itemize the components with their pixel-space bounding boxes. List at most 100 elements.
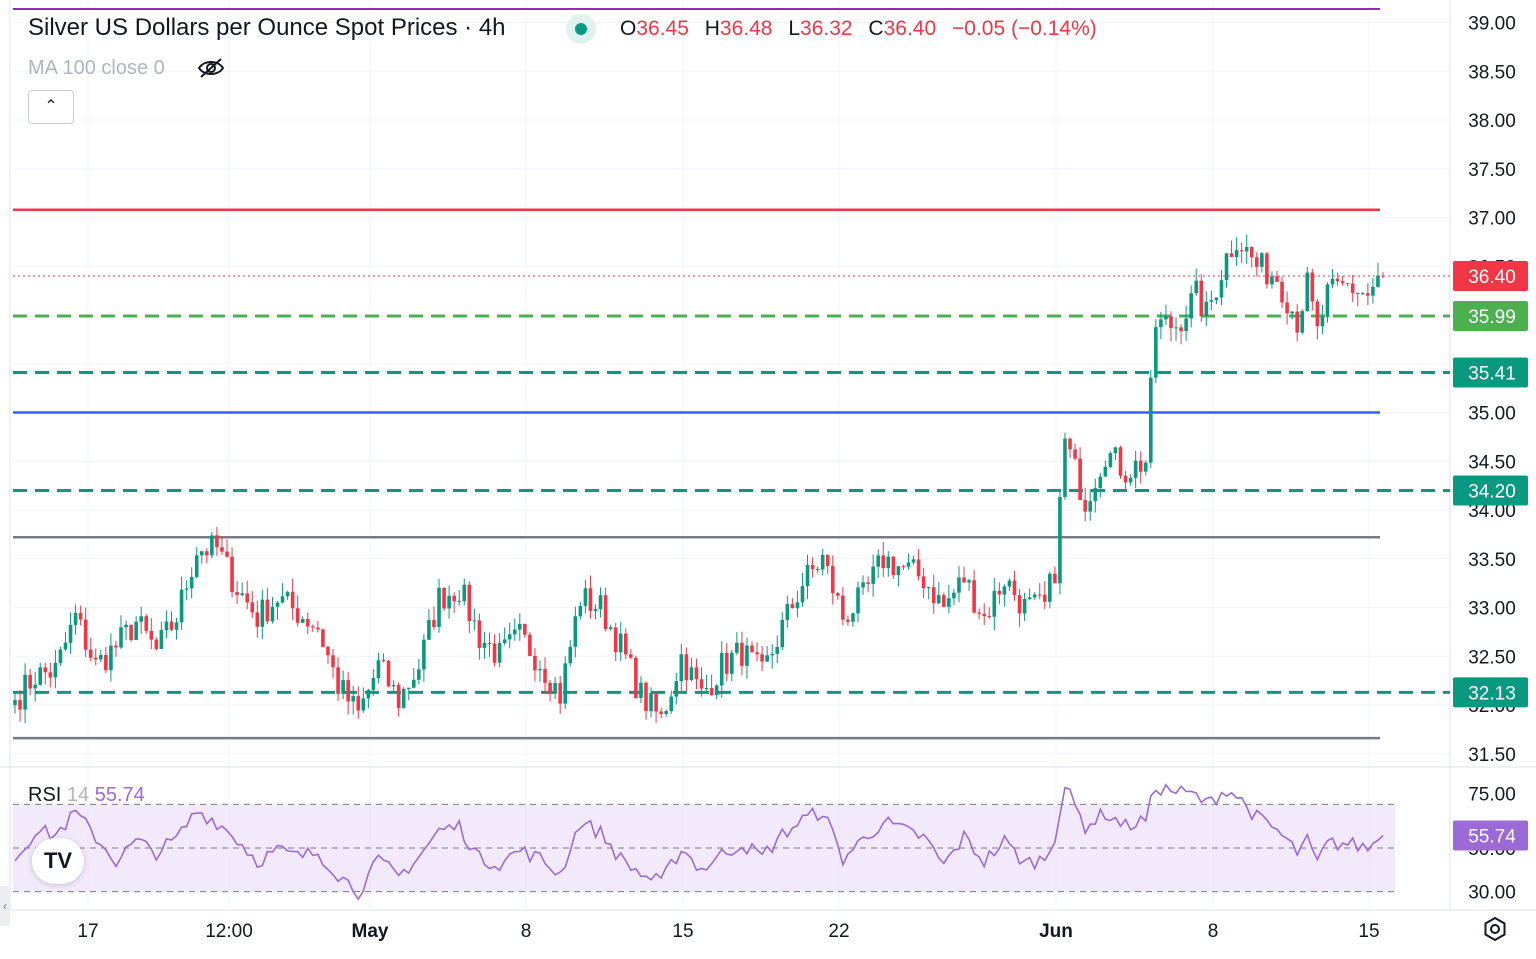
candle-body	[174, 622, 179, 630]
candle-body	[735, 642, 739, 653]
level-price-tag-bg	[1453, 677, 1528, 708]
time-tick-label: 22	[828, 921, 849, 942]
last-price-tag: 36.40	[1453, 261, 1528, 291]
candle	[386, 659, 391, 688]
candle-body	[260, 599, 265, 627]
candle-body	[1118, 447, 1123, 476]
candle-body	[159, 629, 164, 649]
candle	[836, 591, 840, 600]
candle-body	[1330, 278, 1335, 285]
candle	[1376, 262, 1380, 288]
candle	[305, 612, 310, 635]
candle-body	[644, 682, 648, 712]
candle-body	[851, 613, 855, 622]
price-tick-label: 35.00	[1468, 404, 1516, 425]
candle	[613, 622, 618, 661]
candle-body	[366, 689, 371, 699]
candle	[553, 676, 557, 700]
candle-body	[856, 587, 860, 614]
price-axis: 31.5032.0032.5033.0033.5034.0034.5035.00…	[1468, 14, 1516, 904]
candle-body	[704, 687, 709, 689]
candle-body	[992, 590, 997, 617]
chevron-left-icon[interactable]: ‹	[0, 886, 10, 926]
open-label: O	[620, 17, 637, 40]
candle-body	[795, 602, 800, 609]
candle-body	[154, 639, 159, 649]
candle-body	[270, 606, 275, 622]
candle-body	[588, 588, 593, 611]
time-tick-label: 15	[672, 921, 693, 942]
candle-body	[1189, 293, 1193, 319]
candle	[99, 649, 103, 663]
candle-body	[1310, 272, 1315, 302]
candle	[199, 550, 204, 564]
candle-body	[205, 551, 209, 556]
candle	[1154, 319, 1158, 384]
candle-body	[659, 711, 663, 715]
candle-body	[694, 667, 699, 680]
time-tick-label: May	[352, 921, 389, 942]
candle-body	[1078, 458, 1082, 501]
candle	[235, 581, 239, 605]
candle	[1305, 267, 1310, 312]
candle-body	[568, 646, 573, 664]
rsi-value: 55.74	[94, 784, 145, 806]
candle	[260, 589, 265, 640]
candle	[13, 691, 17, 714]
candle-body	[538, 668, 542, 671]
candle	[482, 631, 487, 659]
candle-body	[714, 685, 719, 696]
candle	[1037, 583, 1042, 600]
candle-body	[1103, 466, 1108, 477]
candle-body	[43, 667, 48, 673]
candle	[901, 564, 906, 570]
candle-body	[689, 667, 694, 680]
candle	[346, 671, 350, 715]
level-price-tag-text: 35.99	[1468, 307, 1516, 328]
candle	[891, 555, 896, 579]
candle	[411, 667, 416, 689]
candle	[1214, 297, 1219, 305]
candle	[906, 553, 911, 570]
candle-body	[790, 604, 795, 609]
candle	[341, 670, 345, 700]
candle	[1371, 277, 1375, 304]
candle	[1361, 291, 1365, 296]
price-tick-label: 38.50	[1468, 62, 1516, 83]
candle	[573, 606, 578, 658]
candle	[952, 588, 956, 606]
candle-body	[755, 652, 759, 655]
candle-body	[765, 655, 769, 662]
candle	[356, 686, 361, 719]
candle-body	[356, 696, 361, 711]
candle	[361, 687, 366, 713]
eye-off-icon[interactable]	[196, 56, 226, 85]
candle	[830, 555, 835, 605]
candle-body	[1305, 272, 1310, 312]
candle-body	[346, 680, 350, 702]
change-value: −0.05 (−0.14%)	[952, 17, 1097, 40]
candle-body	[841, 595, 845, 620]
gear-icon[interactable]	[1482, 916, 1508, 947]
candle	[1103, 460, 1108, 477]
tradingview-logo[interactable]: TV	[32, 838, 84, 884]
candle-body	[1053, 573, 1057, 584]
ma-indicator-label[interactable]: MA 100 close 0	[28, 57, 165, 79]
candle	[689, 658, 694, 682]
candle-body	[679, 654, 684, 682]
candle	[331, 648, 335, 679]
candle	[462, 578, 467, 606]
candle-body	[406, 687, 411, 689]
candle	[88, 637, 93, 662]
candle	[593, 604, 598, 620]
candle-body	[1002, 586, 1007, 595]
candle-body	[78, 613, 83, 620]
candle	[790, 598, 795, 609]
candle	[179, 576, 184, 630]
candle-body	[1270, 276, 1274, 285]
candle-body	[533, 655, 537, 671]
candle-body	[215, 535, 219, 548]
candle-body	[457, 601, 462, 603]
collapse-legend-button[interactable]: ⌃	[28, 90, 74, 124]
